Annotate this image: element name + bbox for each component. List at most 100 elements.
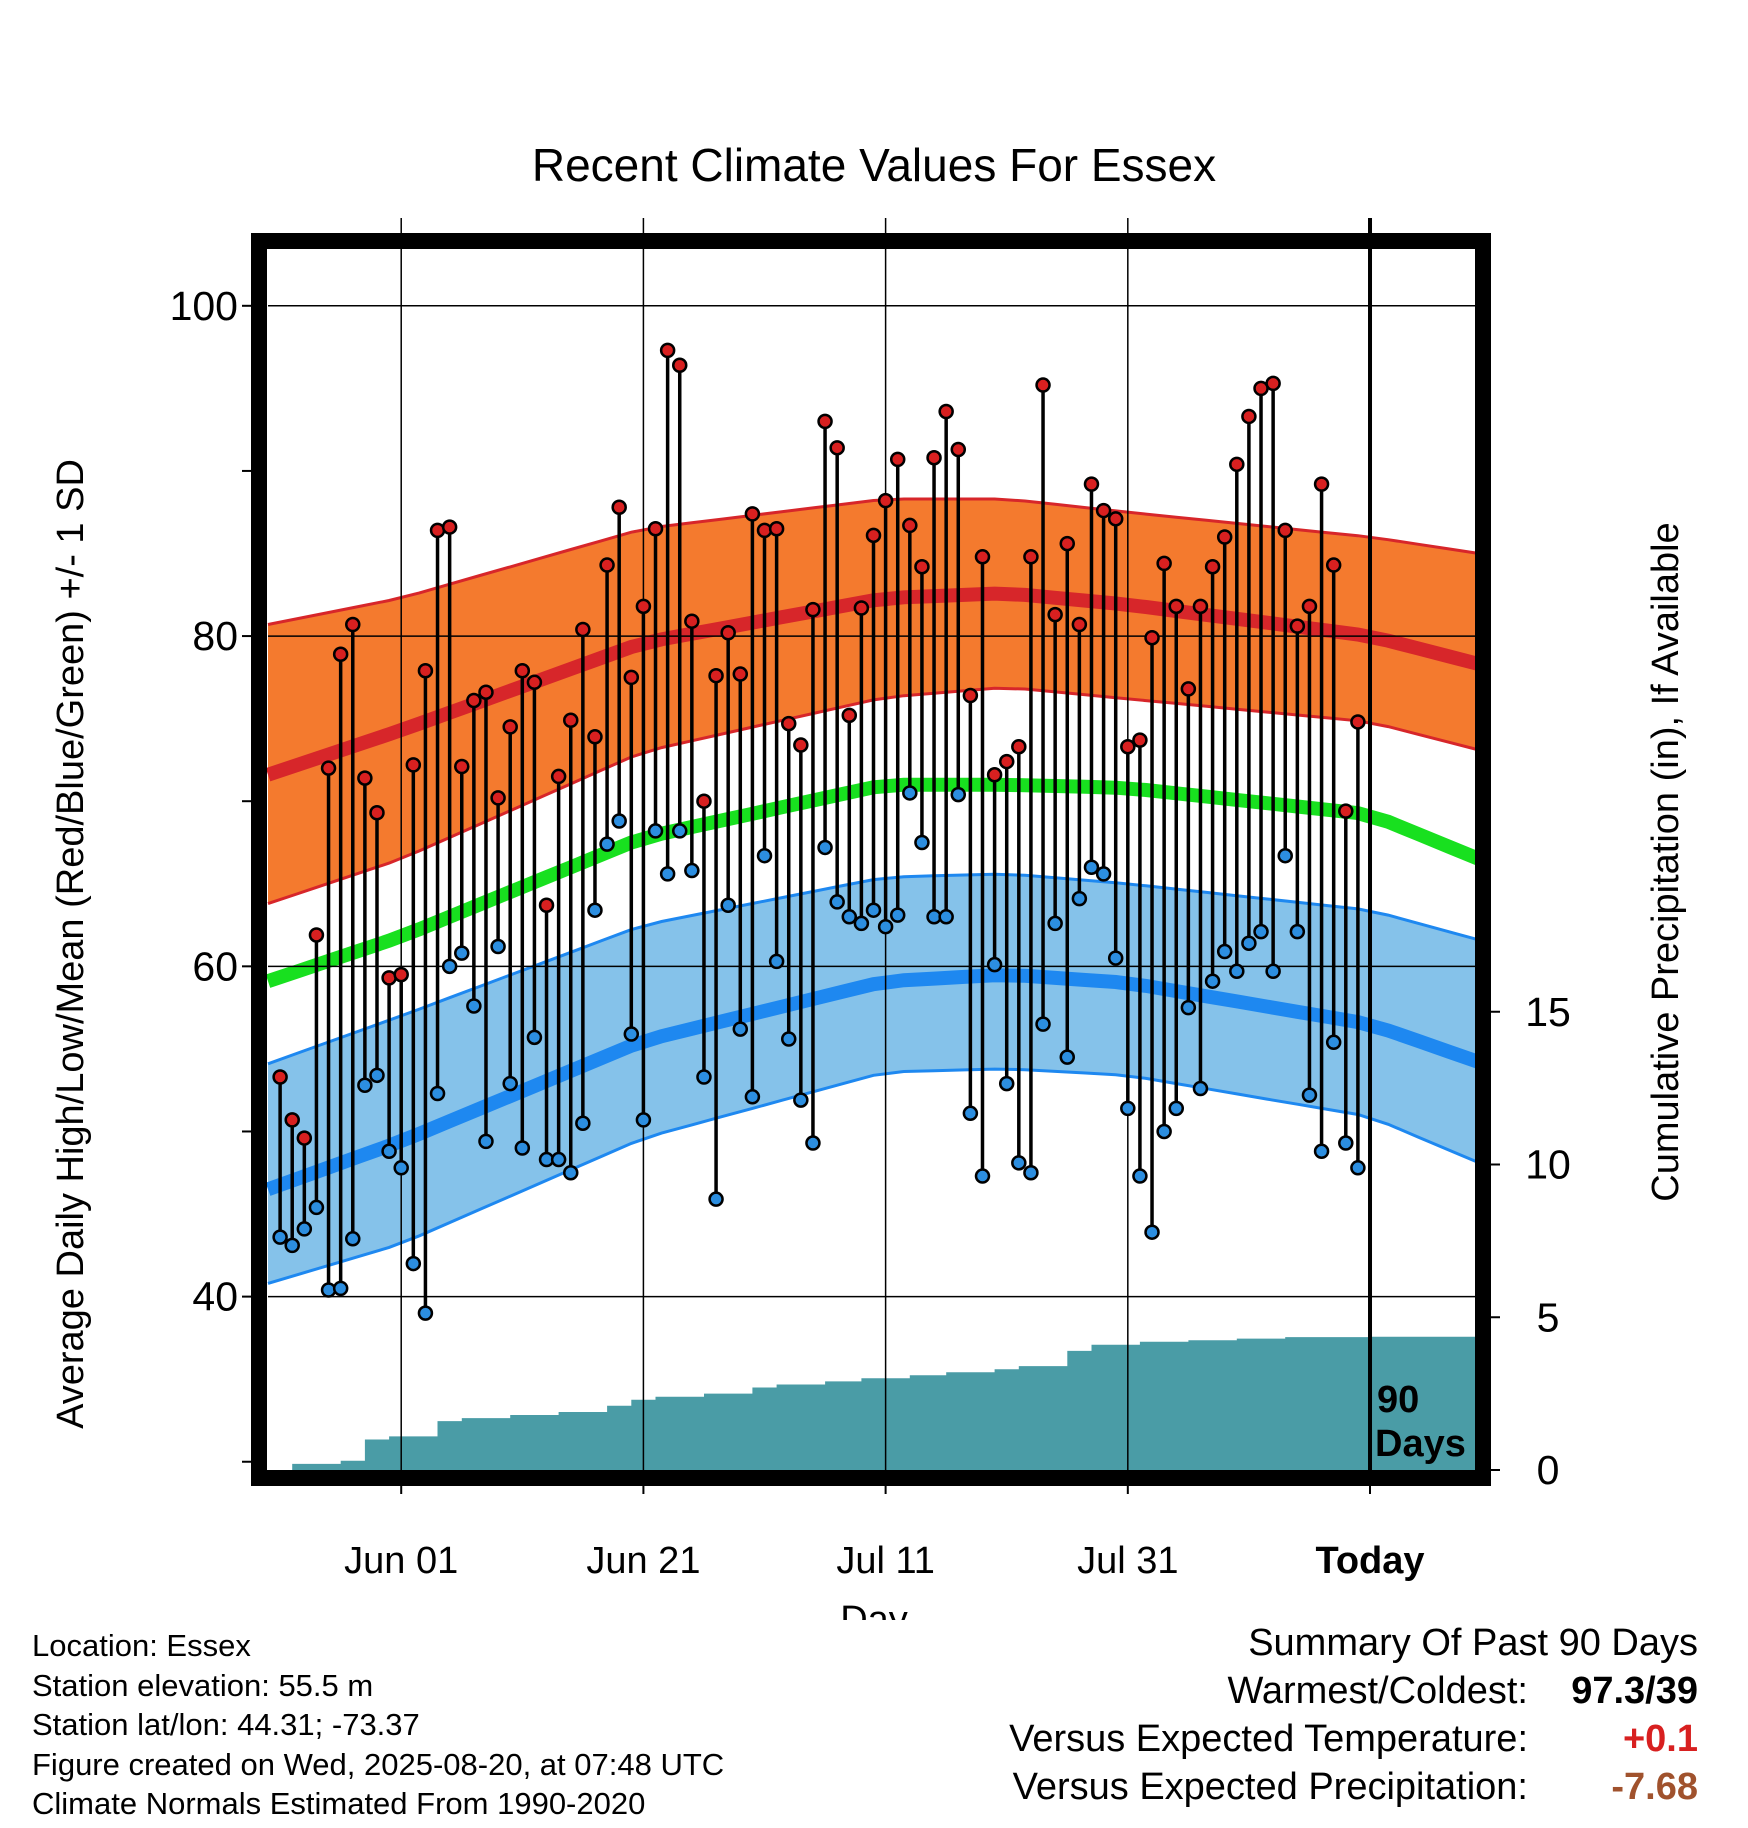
high-temp-point [744, 506, 761, 522]
high-temp-point [865, 527, 882, 544]
high-temp-point [1011, 738, 1027, 755]
high-temp-point [514, 662, 531, 679]
high-temp-point [1241, 408, 1257, 425]
low-temp-point [1338, 1135, 1354, 1151]
high-temp-point [1338, 803, 1354, 819]
high-temp-point [623, 669, 640, 686]
low-temp-point [1289, 923, 1306, 940]
period-label-line: Days [1375, 1423, 1466, 1465]
high-temp-point [1107, 511, 1124, 527]
low-temp-point [998, 1075, 1015, 1092]
high-temp-point [962, 687, 979, 704]
high-temp-point [877, 492, 894, 509]
y-tick-label: 80 [192, 613, 238, 659]
high-temp-point [671, 357, 688, 373]
chart-title: Recent Climate Values For Essex [532, 139, 1216, 191]
low-temp-point [950, 786, 967, 803]
low-temp-point [369, 1067, 385, 1084]
low-temp-point [1047, 915, 1063, 932]
low-temp-point [381, 1143, 397, 1160]
low-temp-point [708, 1191, 724, 1207]
high-temp-point [986, 767, 1003, 783]
low-temp-point [1035, 1016, 1051, 1032]
low-temp-point [1023, 1165, 1039, 1181]
low-temp-point [1168, 1100, 1184, 1117]
high-temp-point [805, 601, 821, 618]
low-temp-point [829, 894, 845, 910]
high-temp-point [720, 625, 736, 641]
high-temp-point [1180, 681, 1197, 697]
low-temp-point [696, 1069, 712, 1085]
elevation-text: Station elevation: 55.5 m [32, 1667, 374, 1703]
high-temp-point [308, 927, 325, 943]
low-temp-point [345, 1231, 361, 1247]
low-temp-point [768, 953, 785, 970]
high-temp-point [1023, 549, 1039, 565]
low-temp-point [647, 823, 664, 839]
low-temp-point [974, 1168, 991, 1184]
y2-tick-label: 5 [1537, 1294, 1560, 1340]
climate-chart: Recent Climate Values For Essex 40 60 80 10… [50, 139, 1687, 1620]
low-temp-point [441, 958, 458, 975]
high-normal-upper-edge [267, 497, 1480, 626]
high-temp-point [466, 692, 482, 709]
warmest-coldest-label: Warmest/Coldest: [1227, 1670, 1528, 1712]
high-temp-point [599, 557, 615, 573]
high-temp-point [684, 613, 700, 629]
low-temp-point [817, 839, 833, 856]
y-tick-label: 60 [192, 943, 238, 989]
high-temp-point [635, 598, 652, 615]
low-temp-point [720, 897, 736, 913]
low-temp-point [1095, 866, 1112, 882]
period-label-line: 90 [1377, 1379, 1419, 1421]
period-label: 90 Days [1375, 1379, 1466, 1465]
high-temp-point [1132, 732, 1148, 748]
low-temp-point [1241, 935, 1257, 951]
low-temp-point [393, 1160, 409, 1176]
low-temp-point [986, 956, 1003, 973]
low-temp-point [550, 1151, 567, 1168]
x-axis-label: Day [840, 1599, 908, 1620]
low-temp-point [575, 1115, 591, 1131]
high-temp-point [502, 719, 518, 735]
low-temp-point [466, 998, 482, 1014]
x-tick-label: Jun 01 [344, 1540, 458, 1582]
high-temp-point [1095, 502, 1112, 519]
high-temp-point [284, 1112, 300, 1128]
high-temp-point [393, 966, 409, 983]
low-temp-point [1325, 1034, 1342, 1051]
x-tick-label: Today [1315, 1540, 1424, 1582]
low-temp-point [1277, 847, 1293, 864]
high-temp-point [780, 715, 797, 732]
high-temp-point [405, 757, 422, 773]
low-temp-point [308, 1199, 325, 1216]
low-temp-point [1204, 973, 1221, 989]
low-temp-point [877, 918, 894, 935]
y2-tick-label: 15 [1525, 989, 1571, 1035]
high-temp-point [1156, 555, 1172, 572]
high-temp-point [829, 440, 845, 456]
low-temp-point [684, 862, 700, 879]
high-temp-point [611, 499, 627, 516]
low-temp-point [284, 1237, 300, 1254]
high-temp-point [1277, 522, 1293, 539]
high-temp-point [659, 342, 676, 359]
value-separator: / [1645, 1670, 1656, 1712]
precip-anomaly-label: Versus Expected Precipitation: [1012, 1766, 1528, 1808]
high-temp-point [841, 707, 858, 724]
low-temp-point [1350, 1160, 1366, 1176]
low-normal-lower-edge [267, 1067, 1480, 1285]
low-temp-point [805, 1135, 821, 1151]
low-temp-point [744, 1089, 761, 1105]
y2-axis-label: Cumulative Precipitation (in), If Availa… [1645, 522, 1687, 1201]
low-temp-point [587, 902, 603, 918]
low-temp-point [478, 1133, 494, 1150]
x-tick-label: Jul 11 [836, 1540, 935, 1582]
low-temp-point [1059, 1049, 1076, 1065]
high-temp-point [320, 760, 337, 776]
low-temp-point [671, 823, 688, 839]
low-temp-point [1180, 999, 1197, 1016]
high-temp-point [1350, 714, 1366, 730]
high-temp-point [417, 662, 434, 679]
high-temp-point [1192, 598, 1209, 615]
